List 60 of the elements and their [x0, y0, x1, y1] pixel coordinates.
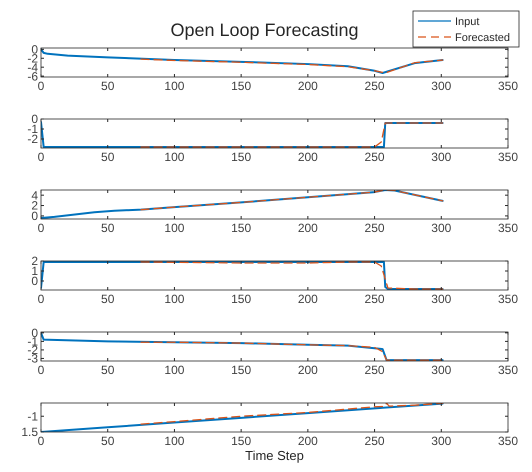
x-tick-label: 350 [498, 434, 518, 448]
x-tick-label: 50 [101, 79, 115, 93]
x-axis-title: Time Step [245, 448, 304, 463]
legend-label: Forecasted [455, 32, 510, 44]
x-tick-label: 350 [498, 150, 518, 164]
x-tick-label: 100 [164, 434, 185, 448]
x-tick-label: 200 [298, 292, 318, 306]
y-tick-label: -1 [27, 409, 38, 424]
x-tick-label: 100 [164, 150, 185, 164]
x-tick-label: 350 [498, 363, 518, 377]
x-tick-label: 100 [164, 363, 185, 377]
x-tick-label: 50 [101, 434, 115, 448]
x-tick-label: 350 [498, 79, 518, 93]
line-series [41, 48, 444, 74]
x-tick-label: 300 [431, 434, 452, 448]
x-tick-label: 250 [364, 79, 385, 93]
line-series [140, 342, 444, 361]
x-tick-label: 150 [231, 292, 252, 306]
x-tick-label: 300 [431, 363, 452, 377]
y-tick-label: -2 [27, 132, 38, 146]
line-series [41, 403, 444, 432]
legend-label: Input [455, 16, 480, 28]
x-tick-label: 300 [431, 292, 452, 306]
x-tick-label: 200 [298, 221, 318, 235]
x-tick-label: 300 [431, 79, 452, 93]
x-tick-label: 350 [498, 221, 518, 235]
x-tick-label: 250 [364, 221, 385, 235]
line-series [140, 403, 444, 425]
x-tick-label: 150 [231, 434, 252, 448]
chart-title: Open Loop Forecasting [170, 20, 359, 40]
line-series [41, 261, 444, 290]
x-tick-label: 250 [364, 434, 385, 448]
line-series [41, 190, 444, 219]
x-tick-label: 300 [431, 150, 452, 164]
x-tick-label: 250 [364, 363, 385, 377]
line-series [140, 261, 444, 290]
x-tick-label: 150 [231, 221, 252, 235]
x-tick-label: 200 [298, 79, 318, 93]
x-tick-label: 150 [231, 150, 252, 164]
y-tick-label: 0 [31, 274, 38, 288]
x-tick-label: 350 [498, 292, 518, 306]
x-tick-label: 150 [231, 363, 252, 377]
line-series [41, 332, 444, 361]
x-tick-label: 100 [164, 79, 185, 93]
x-tick-label: 50 [101, 292, 115, 306]
x-tick-label: 100 [164, 292, 185, 306]
x-tick-label: 250 [364, 292, 385, 306]
x-tick-label: 200 [298, 434, 318, 448]
x-tick-label: 200 [298, 150, 318, 164]
x-tick-label: 200 [298, 363, 318, 377]
x-tick-label: 50 [101, 221, 115, 235]
x-tick-label: 100 [164, 221, 185, 235]
x-tick-label: 50 [101, 150, 115, 164]
line-series [140, 58, 444, 74]
y-tick-label: 1.5 [21, 425, 38, 440]
x-tick-label: 150 [231, 79, 252, 93]
x-tick-label: 50 [101, 363, 115, 377]
x-tick-label: 300 [431, 221, 452, 235]
line-series [140, 190, 444, 210]
x-tick-label: 250 [364, 150, 385, 164]
